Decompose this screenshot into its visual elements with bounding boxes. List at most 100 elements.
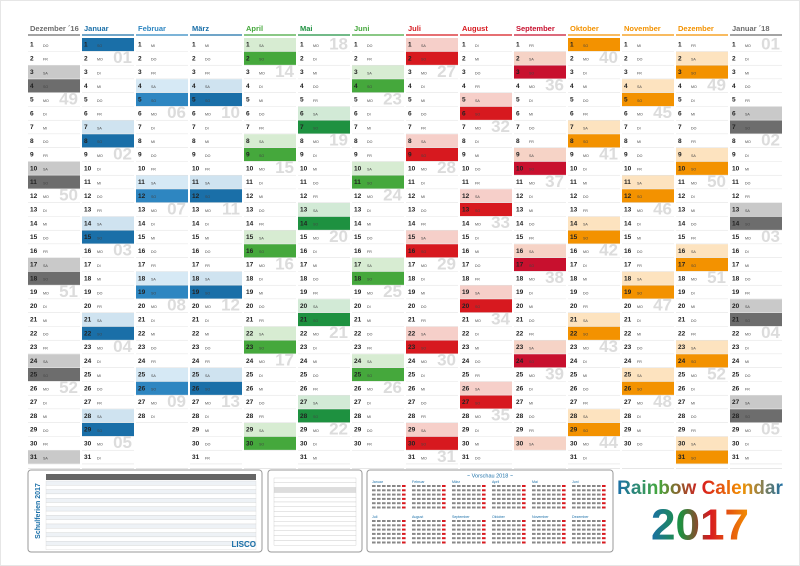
weekday: SO — [691, 71, 696, 75]
mini-day — [587, 532, 591, 535]
day-cell — [28, 203, 80, 217]
day-cell — [676, 299, 728, 313]
weekday: FR — [43, 346, 48, 350]
day-number: 29 — [408, 427, 416, 434]
mini-day — [507, 541, 511, 544]
day-cell — [190, 230, 242, 244]
weekday: SO — [421, 443, 426, 447]
day-cell — [676, 93, 728, 107]
day-number: 18 — [246, 275, 254, 282]
mini-day — [517, 493, 521, 496]
weekday: MI — [43, 319, 47, 323]
mini-month-name: September — [452, 515, 470, 519]
week-number: 50 — [707, 172, 726, 191]
mini-day — [402, 528, 406, 531]
weekday: DI — [43, 401, 47, 405]
day-cell — [352, 120, 404, 134]
day-number: 11 — [300, 179, 307, 186]
mini-day — [547, 506, 551, 509]
weekday: SA — [259, 333, 264, 337]
week-number: 44 — [599, 433, 618, 452]
day-cell — [568, 120, 620, 134]
mini-day — [462, 524, 466, 527]
weekday: FR — [475, 374, 480, 378]
mini-day — [482, 537, 486, 540]
day-cell — [244, 38, 296, 52]
day-number: 24 — [732, 358, 740, 365]
day-cell — [298, 93, 350, 107]
table-row — [273, 487, 357, 493]
day-number: 31 — [678, 454, 686, 461]
day-cell — [622, 326, 674, 340]
day-cell — [244, 230, 296, 244]
weekday: MO — [691, 85, 697, 89]
mini-day — [502, 489, 506, 492]
day-number: 6 — [354, 110, 358, 117]
mini-day — [557, 497, 561, 500]
day-number: 3 — [678, 69, 682, 76]
mini-day — [572, 520, 576, 522]
day-number: 20 — [354, 303, 362, 310]
mini-day — [372, 489, 376, 492]
month-header: Januar — [84, 24, 109, 33]
mini-day — [512, 506, 516, 509]
day-cell — [244, 409, 296, 423]
month-header: März — [192, 24, 209, 33]
mini-day — [507, 528, 511, 531]
mini-day — [577, 497, 581, 500]
weekday: FR — [259, 319, 264, 323]
day-number: 23 — [570, 344, 578, 351]
day-cell — [460, 93, 512, 107]
day-number: 2 — [678, 55, 682, 62]
day-number: 20 — [192, 303, 200, 310]
day-number: 21 — [30, 317, 38, 324]
mini-day — [467, 528, 471, 531]
mini-day — [497, 489, 501, 492]
day-number: 4 — [624, 83, 628, 90]
day-cell — [514, 175, 566, 189]
mini-day — [472, 502, 476, 505]
day-number: 28 — [462, 413, 470, 420]
mini-day — [552, 524, 556, 527]
weekday: SA — [205, 374, 210, 378]
day-number: 11 — [30, 179, 37, 186]
weekday: FR — [205, 168, 210, 172]
day-cell — [136, 244, 188, 258]
day-cell — [460, 326, 512, 340]
mini-day — [532, 537, 536, 540]
day-number: 5 — [30, 97, 34, 104]
weekday: MI — [475, 58, 479, 62]
weekday: SO — [745, 415, 750, 419]
day-cell — [298, 258, 350, 272]
day-cell — [730, 230, 782, 244]
day-cell — [352, 395, 404, 409]
weekday: MI — [583, 278, 587, 282]
weekday: DO — [97, 388, 103, 392]
weekday: MI — [421, 291, 425, 295]
week-number: 51 — [59, 282, 78, 301]
day-cell — [622, 271, 674, 285]
day-cell — [298, 65, 350, 79]
month-header: Januar ´18 — [732, 24, 770, 33]
day-number: 18 — [570, 275, 578, 282]
day-number: 18 — [678, 275, 686, 282]
mini-day — [522, 485, 526, 487]
weekday: SO — [421, 154, 426, 158]
day-number: 2 — [192, 55, 196, 62]
mini-day — [557, 524, 561, 527]
day-cell — [82, 38, 134, 52]
weekday: DI — [367, 113, 371, 117]
day-number: 7 — [300, 124, 304, 131]
day-number: 10 — [300, 165, 308, 172]
day-number: 20 — [30, 303, 38, 310]
weekday: MI — [97, 181, 101, 185]
weekday: SA — [259, 44, 264, 48]
mini-day — [542, 528, 546, 531]
weekday: SA — [259, 140, 264, 144]
weekday: FR — [151, 264, 156, 268]
weekday: SA — [691, 346, 696, 350]
day-cell — [298, 340, 350, 354]
day-cell — [676, 189, 728, 203]
day-cell — [406, 340, 458, 354]
mini-day — [387, 532, 391, 535]
